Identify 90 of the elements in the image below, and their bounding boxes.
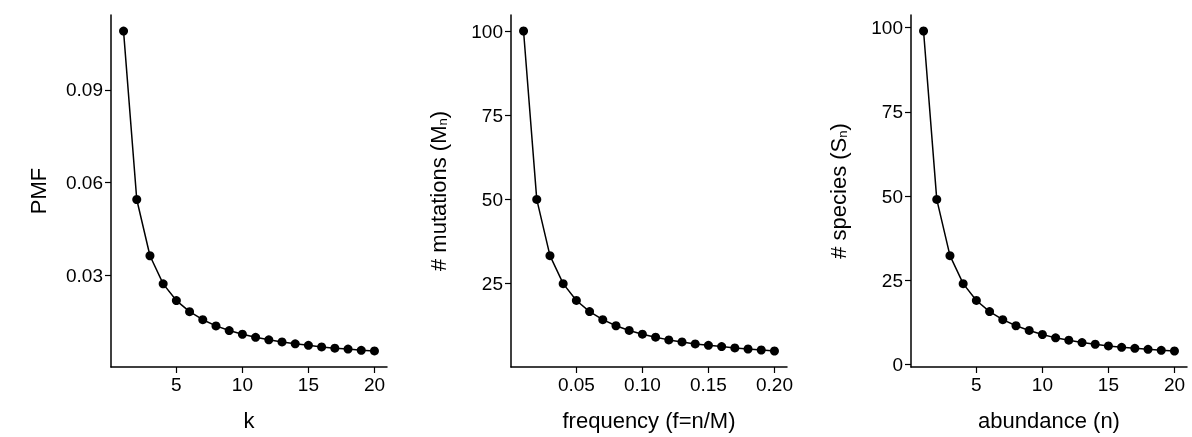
point	[1156, 345, 1166, 355]
point	[730, 343, 740, 353]
point	[132, 195, 142, 204]
point	[119, 26, 129, 36]
point	[932, 194, 942, 204]
point	[919, 26, 929, 36]
point	[1051, 333, 1061, 343]
point	[664, 335, 674, 345]
x-tick-label: 15	[1097, 374, 1119, 395]
point	[1011, 321, 1021, 331]
point	[624, 325, 634, 335]
point	[330, 343, 340, 353]
point	[145, 251, 155, 261]
point	[532, 194, 542, 204]
point	[717, 342, 727, 352]
point	[703, 340, 713, 350]
x-tick-label: 0.10	[623, 374, 661, 395]
x-tick-label: 10	[1031, 374, 1053, 395]
x-tick-label: 0.20	[755, 374, 793, 395]
point	[356, 345, 366, 355]
x-axis-title: k	[243, 407, 256, 433]
point	[1037, 330, 1047, 339]
point	[958, 279, 968, 289]
point	[251, 332, 261, 342]
point	[317, 342, 327, 352]
point	[237, 329, 247, 339]
point	[769, 346, 779, 356]
point	[743, 344, 753, 354]
point	[519, 26, 529, 36]
point	[1130, 343, 1140, 353]
x-tick-label: 15	[297, 374, 319, 395]
y-tick-label: 0	[892, 353, 903, 375]
y-tick-label: 25	[481, 273, 503, 295]
y-tick-label: 100	[871, 17, 903, 39]
point	[998, 315, 1008, 325]
point	[971, 295, 981, 305]
x-axis-title: abundance (n)	[978, 407, 1120, 433]
point	[343, 344, 353, 354]
x-tick-label: 20	[1163, 374, 1186, 395]
point	[290, 339, 300, 349]
y-axis-title: # species (Sn)	[825, 123, 851, 259]
point	[545, 251, 555, 261]
x-tick-label: 5	[171, 374, 182, 395]
point	[264, 335, 274, 345]
point	[651, 332, 661, 342]
point	[198, 315, 208, 325]
point	[598, 315, 608, 325]
point	[985, 307, 995, 317]
x-axis-title: frequency (f=n/M)	[562, 407, 736, 433]
y-tick-label: 75	[481, 104, 503, 126]
point	[369, 346, 379, 356]
point	[158, 279, 168, 289]
point	[1077, 338, 1087, 348]
y-tick-label: 50	[481, 188, 503, 210]
point	[277, 337, 287, 347]
point	[690, 339, 700, 349]
point	[1117, 342, 1127, 352]
point	[1090, 339, 1100, 349]
point	[171, 296, 181, 306]
point	[1024, 325, 1034, 335]
x-tick-label: 0.15	[689, 374, 727, 395]
point	[211, 321, 221, 331]
point	[185, 307, 195, 317]
y-tick-label: 0.06	[66, 172, 103, 193]
x-tick-label: 10	[231, 374, 253, 395]
y-axis-title: # mutations (Mn)	[425, 110, 451, 272]
y-tick-label: 75	[881, 101, 903, 123]
point	[945, 251, 955, 261]
point	[1064, 335, 1074, 345]
y-tick-label: 0.03	[66, 264, 103, 286]
point	[585, 307, 595, 317]
point	[303, 340, 313, 350]
point	[1103, 341, 1113, 351]
y-tick-label: 50	[881, 185, 903, 207]
point	[1143, 344, 1153, 354]
x-tick-label: 5	[971, 374, 982, 395]
x-tick-label: 0.05	[557, 374, 595, 395]
y-tick-label: 0.09	[66, 79, 103, 101]
point	[611, 321, 621, 331]
point	[637, 329, 647, 339]
point	[558, 279, 568, 289]
point	[571, 295, 581, 305]
point	[224, 326, 234, 336]
point	[1169, 346, 1179, 356]
y-tick-label: 25	[881, 269, 903, 291]
point	[677, 337, 687, 347]
y-axis-title: PMF	[25, 167, 51, 215]
y-tick-label: 100	[471, 20, 503, 42]
point	[756, 345, 766, 355]
x-tick-label: 20	[363, 374, 386, 395]
